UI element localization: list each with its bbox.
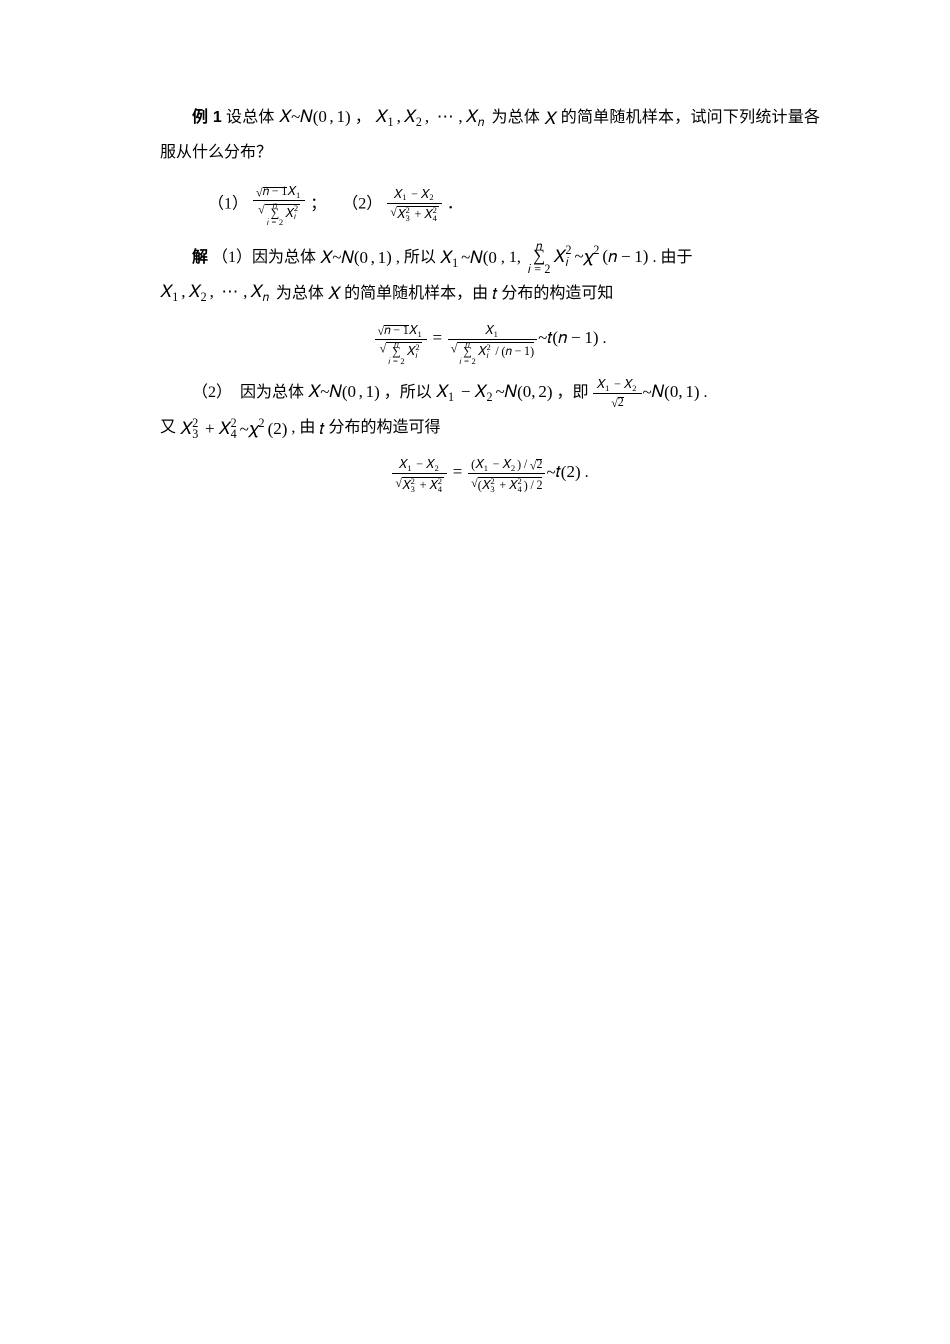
text: 为总体: [491, 109, 544, 126]
math-stat2: X1−X2 X32+X42: [386, 189, 443, 222]
math-eq2: X1−X2 X32+X42 = (X1−X2)/2 (X32+X42)/2 ~t…: [391, 457, 580, 493]
math-eq1: n−1X1 ∑i=2nXi2 = X1 ∑i=2nXi2/(n−1) ~t(n−…: [374, 323, 599, 365]
text: . 由于: [652, 249, 692, 266]
display-eq2: X1−X2 X32+X42 = (X1−X2)/2 (X32+X42)/2 ~t…: [160, 455, 820, 493]
math-XN01c: X~N(0,1): [308, 385, 380, 401]
text: , 由: [291, 419, 319, 436]
qend: ．: [447, 196, 463, 213]
math-t: t: [492, 289, 497, 299]
math-stat1: n−1X1 ∑i=2nXi2: [252, 184, 306, 226]
math-stdN01: X1−X2 2 ~N(0,1): [592, 379, 699, 407]
math-X2: X: [328, 288, 340, 299]
q1-label: （1）: [208, 196, 248, 213]
text: 分布的构造可知: [501, 285, 613, 302]
solution-p3: 又 X32+X42 ~χ2(2) , 由 t 分布的构造可得: [160, 410, 820, 445]
math-sumchi: ∑i=2n Xi2~χ2(n−1): [525, 244, 649, 273]
text: （1）因为总体: [212, 249, 320, 266]
text: .: [704, 384, 708, 401]
display-eq1: n−1X1 ∑i=2nXi2 = X1 ∑i=2nXi2/(n−1) ~t(n−…: [160, 321, 820, 365]
math-XN01: X~N(0,1): [279, 110, 351, 126]
math-t2: t: [319, 424, 324, 434]
questions-line: （1） n−1X1 ∑i=2nXi2 ； （2） X1−X2 X32+X42 ．: [160, 184, 820, 226]
text: 分布的构造可得: [329, 419, 441, 436]
period: .: [602, 330, 606, 347]
text: 又: [160, 419, 180, 436]
example-label: 例 1: [192, 109, 222, 126]
math-Xlist2: X1, X2, ⋯, Xn: [160, 286, 272, 301]
solution-p1: 解 （1）因为总体 X~N(0,1) , 所以 X1~N(0 , 1, ∑i=2…: [160, 240, 820, 275]
sep: ； （2）: [310, 196, 382, 213]
paragraph-intro: 例 1 设总体 X~N(0,1) ， X1, X2, ⋯, Xn 为总体 X 的…: [160, 100, 820, 170]
period: .: [585, 464, 589, 481]
text: , 1,: [501, 249, 525, 266]
text: ，所以: [384, 384, 436, 401]
solution-p1b: X1, X2, ⋯, Xn 为总体 X 的简单随机样本，由 t 分布的构造可知: [160, 276, 820, 311]
math-chi22: X32+X42 ~χ2(2): [180, 419, 287, 439]
math-Xlist: X1, X2, ⋯, Xn: [375, 111, 487, 126]
text: ，即: [556, 384, 592, 401]
math-X: X: [544, 113, 556, 124]
solution-p2: （2） 因为总体 X~N(0,1) ，所以 X1−X2~N(0,2) ，即 X1…: [160, 375, 820, 410]
math-X12N02: X1−X2~N(0,2): [436, 385, 553, 401]
solution-label: 解: [192, 249, 208, 266]
text: , 所以: [396, 249, 440, 266]
text: （2） 因为总体: [192, 384, 308, 401]
text: 设总体: [226, 109, 279, 126]
text: 为总体: [276, 285, 328, 302]
math-XN01b: X~N(0,1): [320, 251, 392, 267]
text: 的简单随机样本，由: [344, 285, 492, 302]
math-X1N0: X1~N(0: [440, 251, 497, 267]
text: ，: [355, 109, 371, 126]
